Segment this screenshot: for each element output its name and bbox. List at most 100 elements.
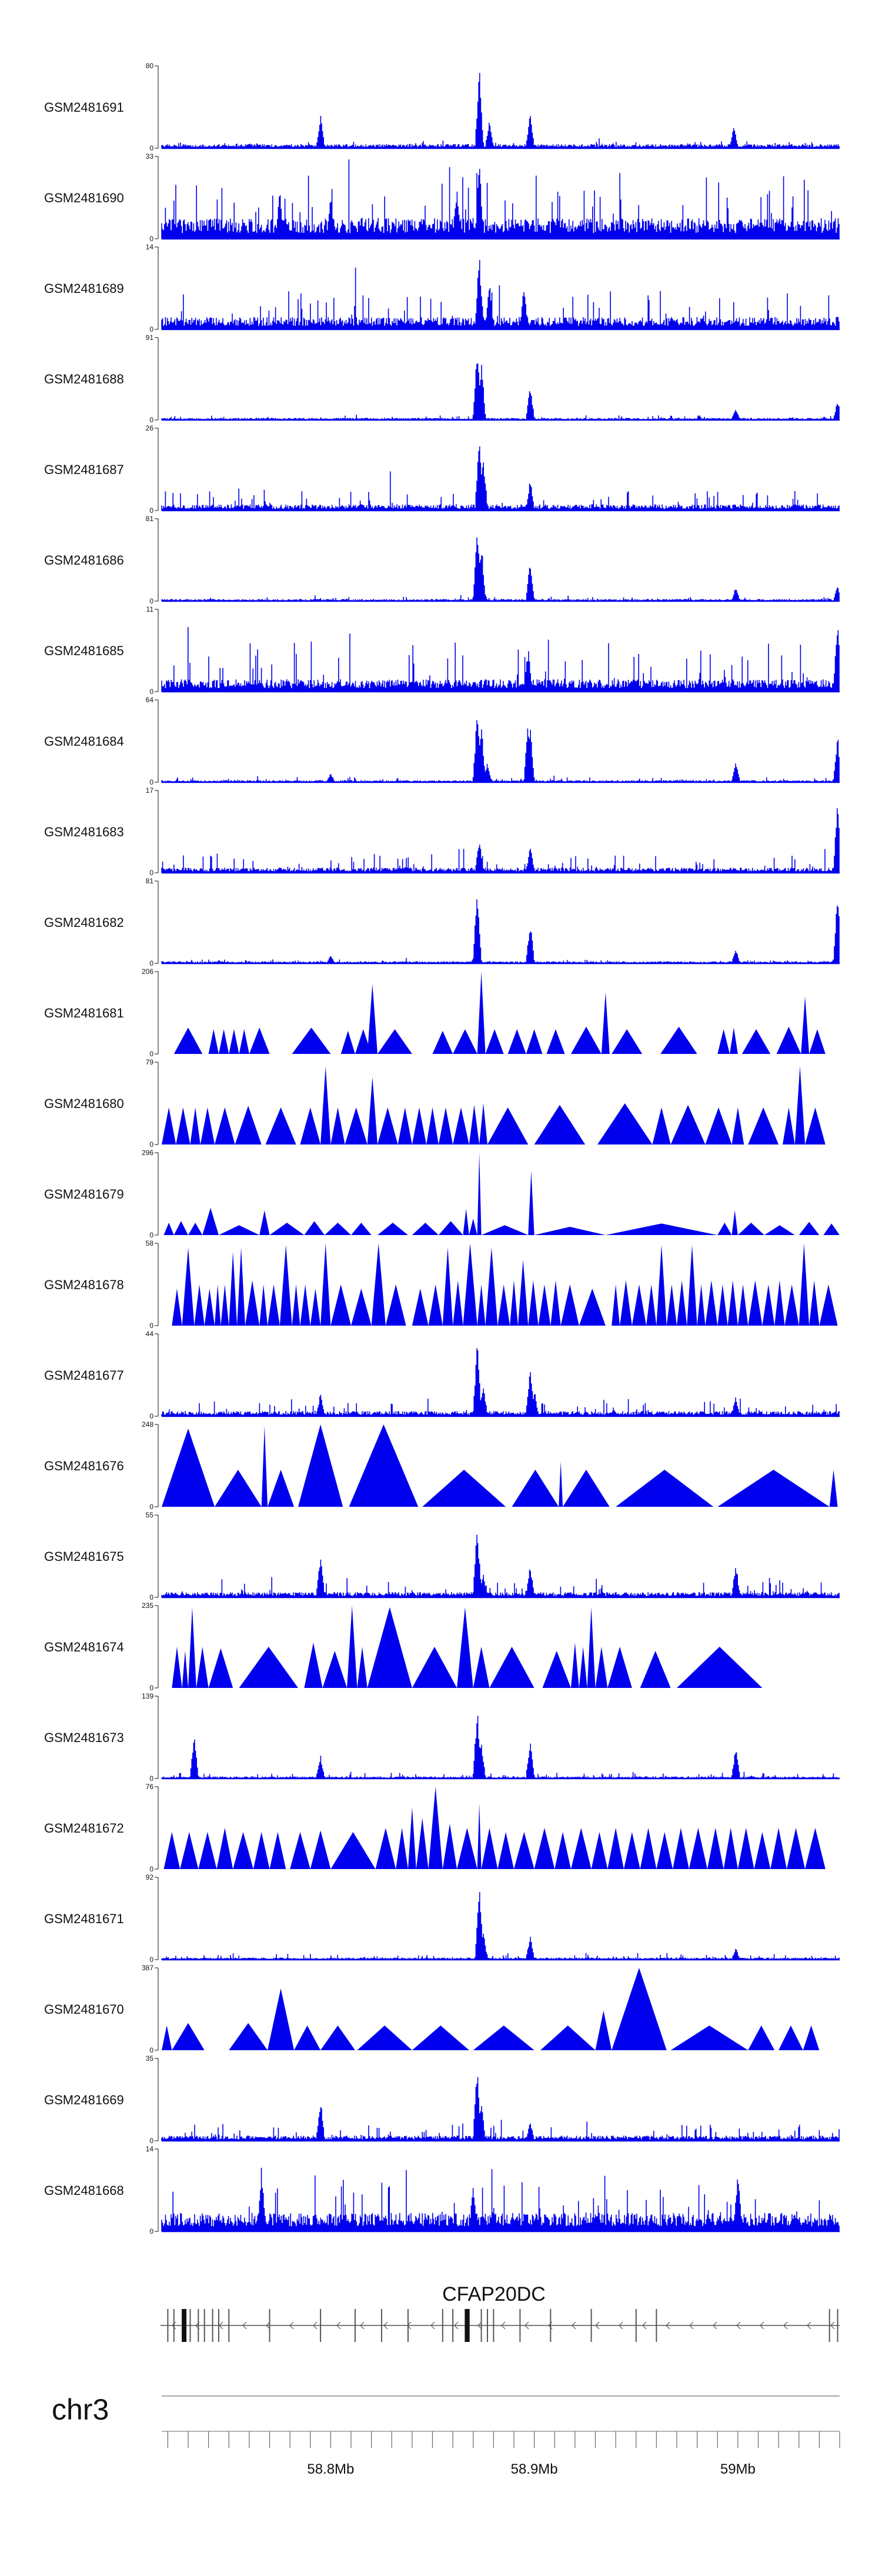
signal-triangle — [261, 1426, 268, 1507]
exon — [442, 2309, 443, 2342]
y-min-label: 0 — [149, 325, 153, 333]
strand-arrow — [430, 2321, 435, 2330]
signal-triangle — [208, 1648, 233, 1688]
signal-triangle — [162, 1429, 215, 1507]
signal-triangle — [235, 1106, 262, 1144]
signal-triangle — [202, 1207, 219, 1235]
strand-arrow — [336, 2321, 341, 2330]
signal-triangle — [497, 1832, 514, 1869]
signal-triangle — [819, 1284, 838, 1326]
exon — [320, 2309, 322, 2342]
y-min-label: 0 — [149, 1956, 153, 1964]
signal-triangle — [416, 1818, 429, 1869]
signal-triangle — [640, 1651, 671, 1688]
signal-triangle — [829, 1470, 838, 1507]
signal-triangle — [412, 2026, 469, 2050]
track-label: GSM2481682 — [44, 915, 124, 930]
exon-thick — [182, 2309, 187, 2342]
signal-bars — [161, 1348, 840, 1416]
signal-triangle — [512, 1470, 559, 1507]
signal-triangle — [670, 2026, 749, 2050]
signal-triangle — [182, 1247, 195, 1326]
signal-triangle — [310, 1289, 321, 1326]
signal-triangle — [727, 1280, 738, 1326]
track-label: GSM2481681 — [44, 1006, 124, 1020]
signal-triangle — [300, 1107, 321, 1144]
track-label: GSM2481671 — [44, 1911, 124, 1926]
signal-triangle — [412, 1223, 439, 1235]
signal-triangle — [233, 1832, 253, 1869]
signal-triangle — [294, 2026, 321, 2050]
signal-triangle — [612, 1029, 643, 1054]
signal-triangle — [799, 1243, 810, 1326]
signal-bars — [161, 1892, 840, 1960]
signal-triangle — [249, 1027, 270, 1054]
exon — [269, 2309, 270, 2342]
strand-arrow — [289, 2321, 294, 2330]
track-label: GSM2481673 — [44, 1730, 124, 1745]
signal-triangle — [517, 1260, 529, 1326]
signal-triangle — [324, 1223, 352, 1235]
y-min-label: 0 — [149, 144, 153, 152]
y-max-label: 296 — [142, 1149, 153, 1157]
signal-triangle — [300, 1284, 310, 1326]
signal-triangle — [497, 1284, 510, 1326]
signal-bars — [161, 720, 840, 782]
track-label: GSM2481687 — [44, 462, 124, 477]
signal-triangle — [554, 1832, 571, 1869]
track-label: GSM2481689 — [44, 281, 124, 296]
exon — [519, 2309, 521, 2342]
signal-triangle — [612, 1284, 620, 1326]
signal-triangle — [579, 1647, 587, 1688]
track-label: GSM2481676 — [44, 1459, 124, 1473]
y-max-label: 206 — [142, 967, 153, 976]
signal-triangle — [660, 1026, 697, 1054]
signal-triangle — [803, 2026, 820, 2050]
signal-triangle — [218, 1029, 229, 1054]
exon — [228, 2309, 230, 2342]
signal-triangle — [385, 1284, 406, 1326]
track: GSM2481682 81 0 — [44, 877, 840, 967]
exon — [212, 2309, 213, 2342]
signal-triangle — [292, 1284, 300, 1326]
signal-triangle — [784, 1284, 799, 1326]
signal-triangle — [748, 1107, 779, 1144]
signal-bars — [161, 73, 840, 148]
signal-triangle — [216, 1828, 233, 1869]
y-max-label: 14 — [146, 243, 154, 251]
signal-triangle — [623, 1832, 640, 1869]
signal-triangle — [770, 1828, 787, 1869]
signal-triangle — [487, 1107, 529, 1144]
exon-thick — [465, 2309, 470, 2342]
y-max-label: 11 — [146, 605, 154, 613]
signal-triangle — [730, 1027, 738, 1054]
track: GSM2481670 387 0 — [44, 1964, 820, 2054]
signal-triangle — [463, 1243, 477, 1326]
signal-triangle — [762, 1284, 775, 1326]
signal-triangle — [438, 1221, 463, 1235]
signal-triangle — [453, 1029, 477, 1054]
signal-triangle — [428, 1284, 443, 1326]
track-label: GSM2481685 — [44, 643, 124, 658]
track-label: GSM2481678 — [44, 1277, 124, 1292]
signal-triangle — [723, 1828, 738, 1869]
signal-triangle — [477, 1803, 482, 1869]
signal-triangle — [367, 984, 378, 1054]
track: GSM2481683 17 0 — [44, 786, 840, 877]
signal-triangle — [351, 1223, 372, 1235]
y-min-label: 0 — [149, 1865, 153, 1873]
track-label: GSM2481691 — [44, 100, 124, 115]
strand-arrow — [619, 2321, 623, 2330]
signal-triangle — [477, 1153, 482, 1235]
exon — [354, 2309, 356, 2342]
signal-triangle — [204, 1289, 215, 1326]
signal-triangle — [616, 1470, 714, 1507]
exon — [407, 2309, 409, 2342]
signal-triangle — [597, 1103, 653, 1144]
signal-triangle — [670, 1105, 706, 1144]
y-max-label: 64 — [146, 696, 154, 704]
track: GSM2481689 14 0 — [44, 243, 840, 333]
signal-triangle — [412, 1107, 427, 1144]
genome-axis: chr3 58.8Mb 58.9Mb 59Mb — [52, 2393, 840, 2477]
